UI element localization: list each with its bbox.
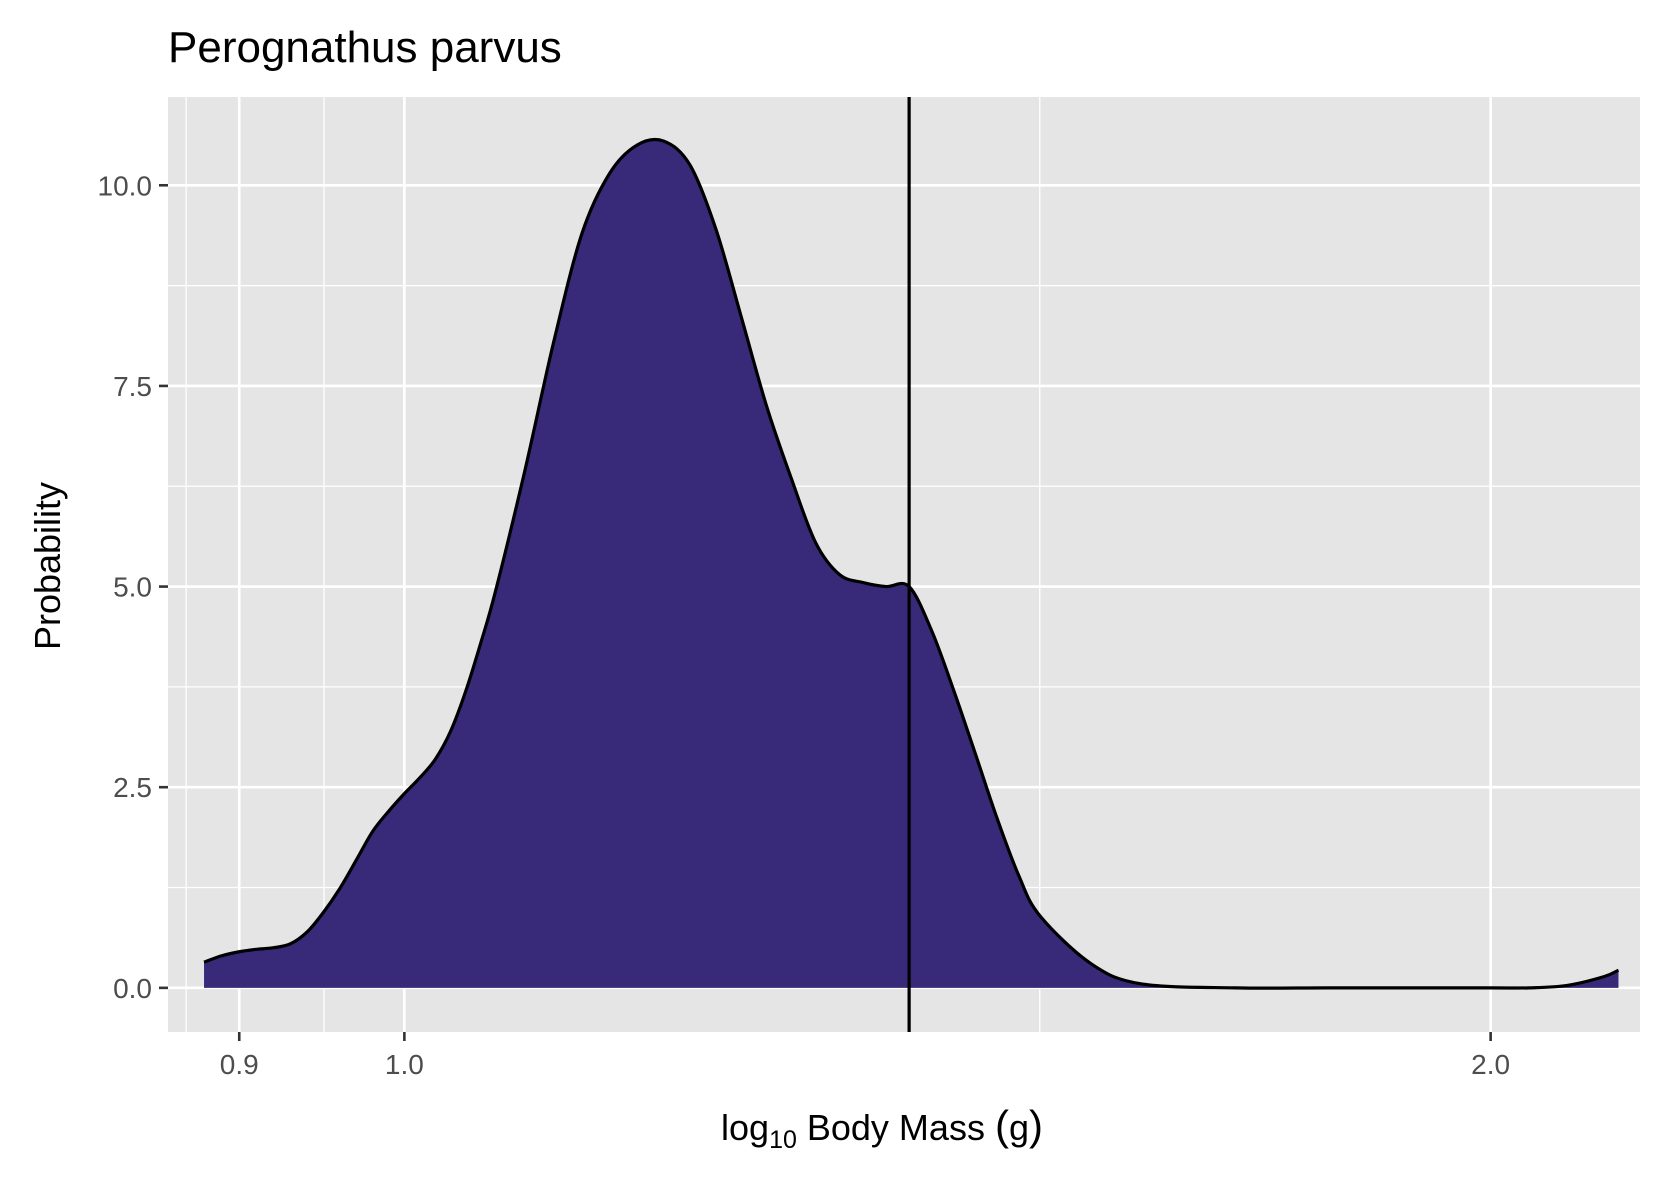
x-axis-title-prefix: log <box>721 1107 769 1148</box>
y-tick-label: 2.5 <box>113 772 152 803</box>
x-axis-title: log10 Body Mass (g) <box>721 1102 1043 1154</box>
x-axis-title-paren-open: ( <box>995 1102 1009 1149</box>
y-axis: 0.0 2.5 5.0 7.5 10.0 <box>98 170 168 1004</box>
minor-x-gridlines <box>185 97 1041 1032</box>
y-tick-label: 5.0 <box>113 572 152 603</box>
x-tick-label: 0.9 <box>220 1049 259 1080</box>
x-tick-label: 1.0 <box>385 1049 424 1080</box>
y-axis-title: Probability <box>27 482 68 650</box>
y-tick-label: 10.0 <box>98 170 153 201</box>
chart-title: Perognathus parvus <box>168 23 562 72</box>
x-axis-title-unit: g <box>1009 1107 1029 1148</box>
density-curve <box>203 137 1620 990</box>
x-axis-title-suffix: Body Mass <box>797 1107 995 1148</box>
x-tick-label: 2.0 <box>1471 1049 1510 1080</box>
x-axis-title-subscript: 10 <box>769 1126 797 1154</box>
density-area <box>204 139 1619 989</box>
y-tick-label: 7.5 <box>113 371 152 402</box>
x-axis: 0.9 1.0 2.0 <box>220 1032 1510 1080</box>
x-axis-title-paren-close: ) <box>1029 1102 1043 1149</box>
y-tick-label: 0.0 <box>113 973 152 1004</box>
